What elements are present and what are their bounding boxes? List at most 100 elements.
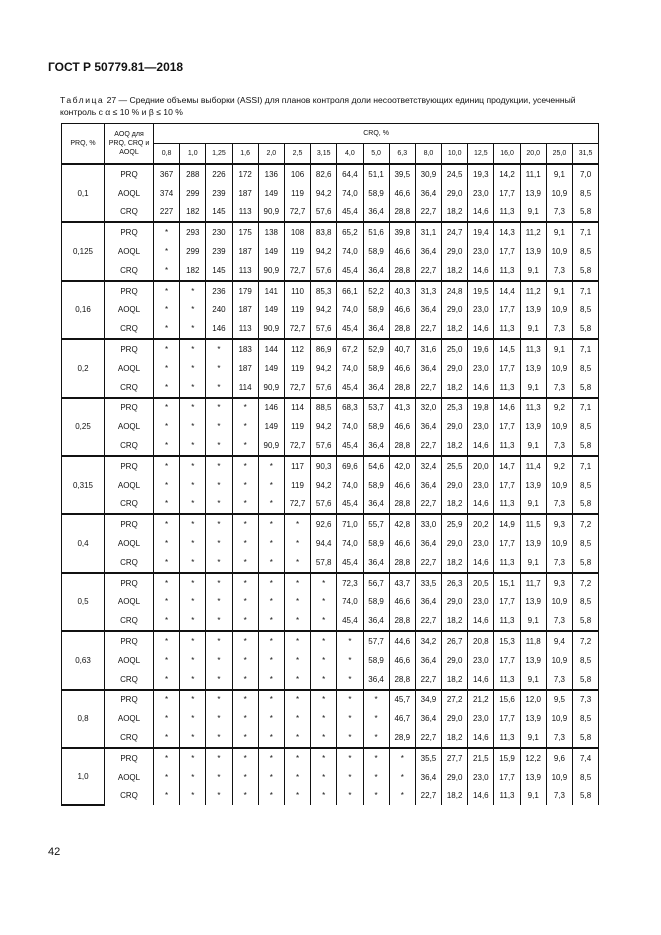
table-cell: 45,4 xyxy=(336,319,364,340)
table-cell: * xyxy=(179,767,207,787)
table-cell: * xyxy=(152,377,181,398)
table-cell: 45,4 xyxy=(336,494,364,515)
table-cell: 71,0 xyxy=(336,513,364,535)
table-cell: 94,2 xyxy=(310,358,338,378)
table-cell: 9,2 xyxy=(545,396,574,418)
table-cell: * xyxy=(179,300,207,320)
table-cell: 19,8 xyxy=(467,396,495,418)
table-cell: 14,6 xyxy=(467,494,495,515)
table-cell: 40,3 xyxy=(388,279,416,301)
table-cell: 9,1 xyxy=(519,728,547,748)
table-cell: 46,6 xyxy=(388,534,416,553)
table-cell: 28,8 xyxy=(388,202,416,223)
table-cell: 11,3 xyxy=(493,611,521,632)
table-cell: 85,3 xyxy=(310,279,338,301)
table-cell: 7,3 xyxy=(545,202,574,223)
table-cell: 94,2 xyxy=(310,300,338,320)
header-crq-value: 16,0 xyxy=(493,143,521,165)
table-cell: 15,6 xyxy=(493,688,521,710)
table-cell: 36,4 xyxy=(414,767,443,787)
table-cell: 10,9 xyxy=(545,300,574,320)
table-cell: 36,4 xyxy=(414,242,443,261)
table-cell: 5,8 xyxy=(571,494,600,515)
header-crq-value: 2,5 xyxy=(283,143,312,165)
table-cell: 46,6 xyxy=(388,475,416,495)
table-cell: * xyxy=(152,571,181,593)
table-cell: 74,0 xyxy=(336,183,364,203)
table-cell: * xyxy=(205,513,233,535)
table-cell: 45,4 xyxy=(336,552,364,573)
row-label: AOQL xyxy=(104,767,154,787)
table-cell: * xyxy=(179,436,207,456)
table-row: CRQ 227 182 145 113 90,9 72,7 57,6 45,4 36,4 28,8 2… xyxy=(62,202,600,223)
table-cell: * xyxy=(152,279,181,301)
table-cell: * xyxy=(179,552,207,573)
table-cell: 7,4 xyxy=(571,746,600,768)
table-row: 0,25 PRQ * * * * 146 114 88,5 68,3 53,7 41,3 32,0 25,… xyxy=(61,396,600,457)
table-cell: * xyxy=(336,669,364,690)
table-cell: * xyxy=(336,688,364,710)
table-cell: 11,3 xyxy=(519,338,547,359)
header-crq-value: 31,5 xyxy=(571,143,600,165)
table-cell: 145 xyxy=(205,260,233,281)
row-label: AOQL xyxy=(104,709,154,729)
table-cell: * xyxy=(205,611,233,632)
table-cell: 149 xyxy=(257,417,285,437)
table-cell: 5,8 xyxy=(571,669,600,690)
table-cell: 10,9 xyxy=(545,417,574,437)
table-cell: 119 xyxy=(283,300,312,320)
header-crq-value: 25,0 xyxy=(545,143,574,165)
table-cell: * xyxy=(179,338,207,359)
table-cell: * xyxy=(205,746,233,768)
table-cell: 90,9 xyxy=(257,202,285,223)
table-row: AOQL * * * * 149 119 94,2 74,0 58,9 46,6 36,4 29,0 23… xyxy=(62,417,600,437)
table-cell: * xyxy=(231,454,259,476)
table-cell: 7,1 xyxy=(571,338,600,359)
table-cell: 5,8 xyxy=(571,728,600,748)
table-cell: 11,3 xyxy=(493,436,521,456)
table-cell: 23,0 xyxy=(467,183,495,203)
table-cell: * xyxy=(257,552,285,573)
table-cell: 14,2 xyxy=(493,163,521,184)
prq-value: 0,25 xyxy=(61,396,105,457)
table-cell: 54,6 xyxy=(362,454,390,476)
table-cell: 18,2 xyxy=(441,728,469,748)
table-cell: 14,9 xyxy=(493,513,521,535)
table-cell: * xyxy=(231,746,259,768)
table-cell: 19,4 xyxy=(467,221,495,243)
header-crq-value: 5,0 xyxy=(362,143,390,165)
table-cell: 46,6 xyxy=(388,300,416,320)
table-cell: 90,9 xyxy=(257,319,285,340)
table-cell: 14,6 xyxy=(467,728,495,748)
table-cell: 9,4 xyxy=(545,630,574,651)
table-row: 0,16 PRQ * * 236 179 141 110 85,3 66,1 52,2 40,3 31,… xyxy=(61,279,600,341)
table-cell: 13,9 xyxy=(519,358,547,378)
table-cell: * xyxy=(231,396,259,418)
table-cell: 7,1 xyxy=(571,396,600,418)
table-cell: 28,8 xyxy=(388,494,416,515)
row-label: CRQ xyxy=(104,494,154,515)
table-cell: * xyxy=(257,688,285,710)
table-cell: 13,9 xyxy=(519,767,547,787)
table-cell: 19,6 xyxy=(467,338,495,359)
table-cell: 17,7 xyxy=(493,534,521,553)
table-cell: 187 xyxy=(231,183,259,203)
table-row: AOQL * * * * * * * 74,0 58,9 46,6 36,4 29,0 23,0 17,7 1… xyxy=(62,592,600,612)
table-cell: 20,8 xyxy=(467,630,495,651)
table-cell: 7,3 xyxy=(545,377,574,398)
table-cell: 39,5 xyxy=(388,163,416,184)
table-cell: 45,4 xyxy=(336,436,364,456)
row-label: PRQ xyxy=(104,746,154,768)
table-cell: * xyxy=(310,688,338,710)
table-cell: 9,1 xyxy=(519,611,547,632)
table-cell: 36,4 xyxy=(414,417,443,437)
table-cell: 13,9 xyxy=(519,300,547,320)
table-row: AOQL * * * * * * * * * * 36,4 29,0 23,0 17,7 13,9 10,9 8,… xyxy=(62,767,600,787)
table-cell: 36,4 xyxy=(362,611,390,632)
table-cell: * xyxy=(310,786,338,806)
table-cell: 74,0 xyxy=(336,475,364,495)
header-aoq: AOQ для PRQ, CRQ и AOQL xyxy=(104,123,154,165)
table-cell: 7,3 xyxy=(545,611,574,632)
table-row: 0,4 PRQ * * * * * * 92,6 71,0 55,7 42,8 33,0 25,9 20,2… xyxy=(61,513,600,574)
table-cell: 39,8 xyxy=(388,221,416,243)
